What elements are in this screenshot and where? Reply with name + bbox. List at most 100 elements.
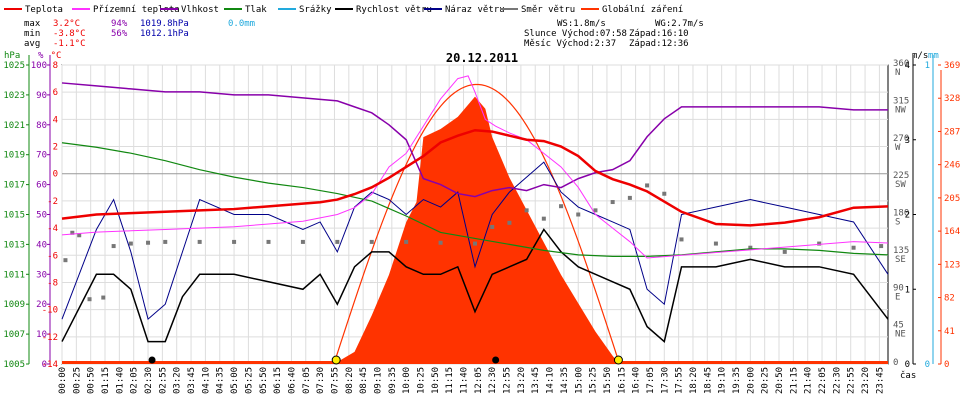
tick-time: 00:25	[72, 367, 82, 394]
marker-moonset	[492, 356, 500, 364]
tick-time: 06:40	[287, 367, 297, 394]
tick-time: 03:20	[173, 367, 183, 394]
tick-time: 04:35	[216, 367, 226, 394]
tick-hpa: 1019	[3, 151, 25, 161]
tick-time: 00:50	[87, 367, 97, 394]
series-ground-temp	[61, 75, 889, 259]
tick-time: 06:15	[273, 367, 283, 394]
tick-time: 07:05	[302, 367, 312, 394]
series-wind-dir-point	[266, 239, 271, 244]
stats-moonrise: Měsíc Východ:2:37	[524, 39, 616, 49]
tick-time: 01:40	[115, 367, 125, 394]
tick-time: 15:00	[574, 367, 584, 394]
series-wind-dir-point	[369, 239, 374, 244]
stats-press: 1012.1hPa	[140, 29, 189, 39]
series-radiation-area	[62, 96, 888, 364]
tick-dir-deg: 180	[893, 209, 909, 219]
tick-temp: -8	[47, 278, 58, 288]
tick-temp: -6	[47, 251, 58, 261]
tick-rad: 369	[944, 61, 960, 71]
legend-label: Vlhkost	[181, 5, 219, 15]
tick-time: 09:35	[388, 367, 398, 394]
series-wind-dir-point	[782, 249, 787, 254]
series-wind-dir-point	[404, 239, 409, 244]
series-wind-dir-point	[507, 220, 512, 225]
tick-time: 17:05	[646, 367, 656, 394]
series-wind-dir-point	[101, 295, 106, 300]
legend-label: Globální záření	[602, 5, 683, 15]
tick-temp: 2	[53, 143, 58, 153]
axis-unit-time: čas	[900, 370, 916, 381]
tick-pct: 70	[36, 151, 47, 161]
series-wind-dir-point	[128, 241, 133, 246]
axis-unit-hpa: hPa	[4, 51, 20, 61]
tick-dir-name: N	[895, 68, 900, 78]
tick-time: 16:40	[632, 367, 642, 394]
tick-hpa: 1005	[3, 360, 25, 370]
tick-rad: 123	[944, 260, 960, 270]
series-wind-dir-point	[662, 191, 667, 196]
tick-dir-name: NE	[895, 330, 906, 340]
tick-dir-name: E	[895, 292, 900, 302]
tick-dir-deg: 135	[893, 246, 909, 256]
tick-dir-deg: 315	[893, 96, 909, 106]
tick-time: 10:50	[431, 367, 441, 394]
tick-hpa: 1015	[3, 211, 25, 221]
tick-temp: -10	[42, 306, 58, 316]
tick-time: 21:40	[804, 367, 814, 394]
stats-temp: -3.8°C	[53, 29, 86, 39]
tick-time: 15:25	[589, 367, 599, 394]
tick-time: 07:30	[316, 367, 326, 394]
tick-time: 11:40	[460, 367, 470, 394]
tick-time: 23:20	[861, 367, 871, 394]
series-wind-dir-point	[593, 208, 598, 213]
tick-hpa: 1023	[3, 91, 25, 101]
stats-temp: -1.1°C	[53, 39, 86, 49]
series-wind-dir-point	[63, 258, 68, 263]
tick-ms: 0	[905, 360, 910, 370]
axis-unit-pct: %	[38, 51, 44, 61]
series-radiation-max	[333, 83, 621, 365]
series-gust	[61, 161, 889, 321]
tick-pct: 60	[36, 181, 47, 191]
series-wind-dir-point	[146, 240, 151, 245]
tick-time: 22:55	[847, 367, 857, 394]
series-wind-dir-point	[713, 241, 718, 246]
tick-time: 16:15	[617, 367, 627, 394]
legend-label: Směr větru	[521, 5, 575, 15]
series-wind-dir-point	[576, 212, 581, 217]
marker-moonrise	[148, 356, 156, 364]
marker-sunrise	[331, 355, 341, 365]
series-wind-dir-point	[232, 239, 237, 244]
tick-time: 19:35	[732, 367, 742, 394]
tick-temp: -2	[47, 197, 58, 207]
series-wind-dir-point	[438, 240, 443, 245]
series-wind-dir-point	[87, 297, 92, 302]
tick-time: 22:05	[818, 367, 828, 394]
series-wind-dir-point	[559, 204, 564, 209]
tick-mm: 0	[925, 360, 930, 370]
tick-time: 14:10	[546, 367, 556, 394]
series-temperature	[61, 128, 889, 227]
stats-rain: 0.0mm	[228, 19, 255, 29]
tick-time: 20:50	[775, 367, 785, 394]
series-humidity	[61, 82, 888, 198]
series-wind-dir-point	[300, 239, 305, 244]
series-wind-dir-point	[524, 208, 529, 213]
tick-pct: 50	[36, 211, 47, 221]
series-wind-dir-point	[817, 241, 822, 246]
series-wind-dir-point	[851, 245, 856, 250]
series-wind-dir-point	[645, 183, 650, 188]
tick-time: 10:00	[402, 367, 412, 394]
tick-ms: 4	[905, 61, 910, 71]
tick-time: 05:50	[259, 367, 269, 394]
tick-time: 01:15	[101, 367, 111, 394]
tick-rad: 246	[944, 161, 960, 171]
tick-time: 02:55	[158, 367, 168, 394]
tick-temp: 0	[53, 170, 58, 180]
tick-hpa: 1013	[3, 240, 25, 250]
series-wind-dir-point	[627, 195, 632, 200]
series-wind-dir-point	[70, 230, 75, 235]
tick-pct: 10	[36, 330, 47, 340]
